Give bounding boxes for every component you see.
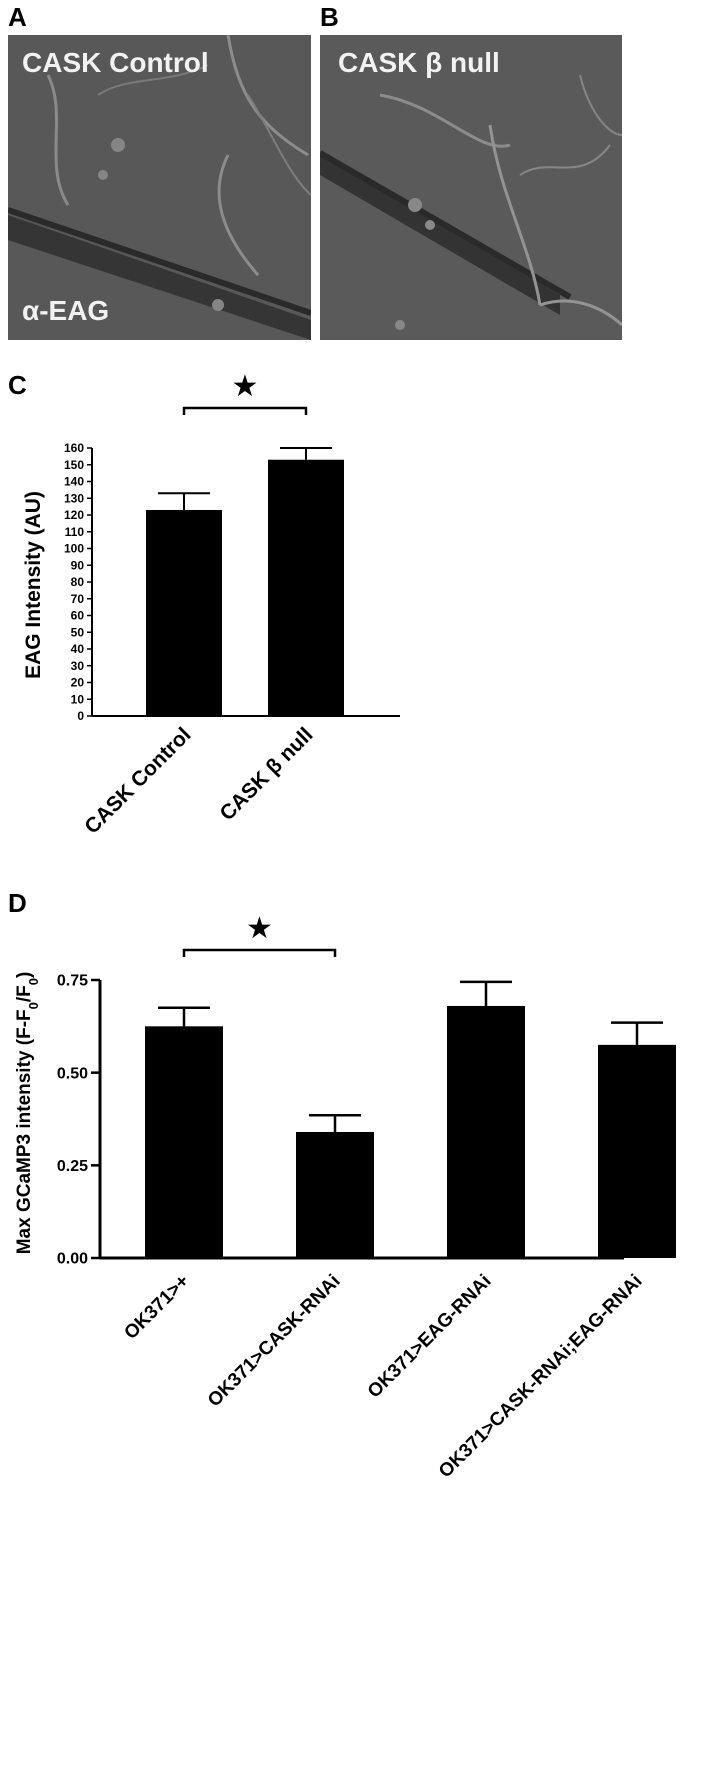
bar	[296, 1131, 374, 1258]
y-tick-label: 130	[64, 491, 84, 505]
y-tick-label: 0	[77, 709, 84, 723]
significance-bracket	[182, 406, 308, 415]
y-tick-label: 100	[64, 542, 84, 556]
y-tick-label: 0.00	[57, 1251, 88, 1268]
x-category-label: CASK Control	[80, 723, 195, 838]
y-tick-label: 70	[71, 592, 85, 606]
micrograph-cask-beta-null: CASK β null	[320, 35, 622, 340]
significance-star: ★	[232, 370, 259, 403]
bar	[146, 509, 222, 716]
y-tick-label: 0.50	[57, 1065, 88, 1082]
micrograph-a-stain-label: α-EAG	[22, 295, 110, 326]
x-category-label: OK371>+	[120, 1271, 193, 1344]
y-axis-title-subscript: 0	[26, 978, 41, 985]
panel-letter-c: C	[8, 370, 27, 400]
x-category-label: OK371>EAG-RNAi	[364, 1271, 496, 1403]
micrograph-a-title: CASK Control	[22, 47, 209, 78]
chart-d-gcamp3-intensity: 0.00 0.25 0.50 0.75 OK371>+ OK371>CASK-RNAi OK…	[14, 912, 676, 1482]
x-category-label: CASK β null	[215, 723, 317, 825]
bar	[598, 1044, 676, 1258]
y-axis-title-part: Max GCaMP3 intensity (F-F	[14, 1009, 35, 1254]
y-axis-title: EAG Intensity (AU)	[22, 491, 45, 679]
bar	[268, 459, 344, 716]
y-tick-label: 30	[71, 659, 85, 673]
micrograph-cask-control: CASK Control α-EAG	[8, 35, 311, 340]
y-tick-label: 60	[71, 609, 85, 623]
significance-star: ★	[246, 912, 273, 945]
chart-c-eag-intensity: 0 10 20 30 40 50 60 70 80 90 100 110 120 130 140 150 160…	[22, 370, 400, 839]
x-category-label: OK371>CASK-RNAi	[204, 1271, 345, 1412]
y-tick-label: 20	[71, 676, 85, 690]
micrograph-b-title: CASK β null	[338, 47, 500, 78]
y-tick-label: 0.75	[57, 973, 88, 990]
micrograph-a-texture	[8, 35, 311, 340]
y-axis-title-part: /F	[14, 985, 35, 1002]
panel-letter-b: B	[320, 2, 339, 32]
y-tick-label: 80	[71, 575, 85, 589]
y-axis-title-subscript: 0	[26, 1002, 41, 1009]
micrograph-b-texture	[320, 35, 622, 340]
y-tick-label: 150	[64, 458, 84, 472]
y-tick-label: 90	[71, 558, 85, 572]
y-tick-label: 0.25	[57, 1158, 88, 1175]
panel-letter-a: A	[8, 2, 27, 32]
y-tick-label: 10	[71, 692, 85, 706]
y-axis-title: Max GCaMP3 intensity (F-F0/F0)	[14, 972, 41, 1255]
y-axis-title-part: )	[14, 972, 35, 978]
y-tick-label: 160	[64, 441, 84, 455]
y-tick-label: 50	[71, 625, 85, 639]
y-tick-label: 110	[65, 525, 85, 539]
bar	[447, 1005, 525, 1258]
y-tick-label: 120	[64, 508, 84, 522]
y-tick-label: 40	[71, 642, 85, 656]
y-tick-label: 140	[64, 475, 84, 489]
panel-letter-d: D	[8, 888, 27, 918]
significance-bracket	[182, 948, 337, 957]
bar	[145, 1026, 223, 1258]
